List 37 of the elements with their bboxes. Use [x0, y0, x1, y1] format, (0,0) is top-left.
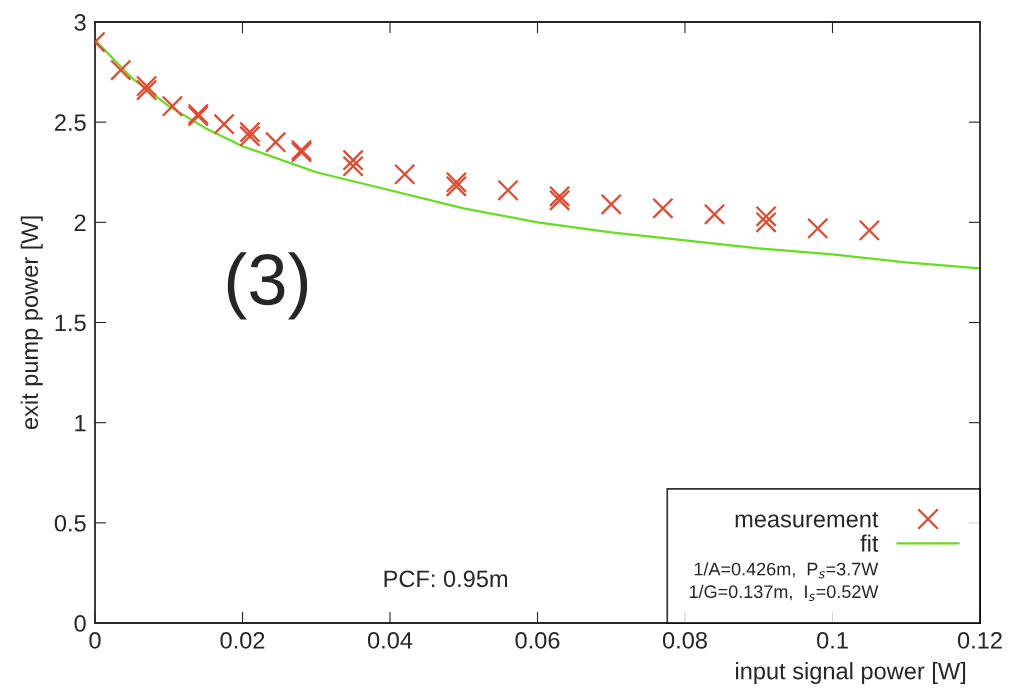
- point: [497, 179, 519, 201]
- point: [600, 193, 622, 215]
- point: [652, 197, 674, 219]
- point: [265, 131, 287, 153]
- x-axis-title: input signal power [W]: [736, 662, 966, 685]
- point: [342, 149, 364, 171]
- y-tick-label: 2.5: [55, 114, 86, 131]
- point: [342, 155, 364, 177]
- annotation: 1/G=0.137m, I$_{s}$=0.52W: [689, 584, 879, 602]
- annotation: PCF: 0.95m: [384, 570, 508, 588]
- x-tick-label: 0.1: [817, 631, 848, 649]
- x-tick-label: 0.04: [367, 631, 413, 649]
- x-tick-label: 0.08: [662, 631, 707, 649]
- legend-label: measurement: [735, 511, 879, 528]
- point: [161, 95, 184, 117]
- y-tick-label: 3: [74, 14, 86, 31]
- x-tick-label: 0.06: [515, 631, 560, 649]
- y-axis-title: exit pump power [W]: [20, 216, 43, 430]
- annotation: 1/A=0.426m, P$_{s}$=3.7W: [694, 562, 879, 579]
- point: [213, 113, 235, 135]
- y-tick-label: 1.5: [55, 314, 86, 332]
- point: [110, 59, 132, 81]
- point: [807, 217, 829, 240]
- x-tick-label: 0: [89, 631, 101, 649]
- point: [703, 203, 726, 225]
- x-tick-label: 0.12: [957, 631, 1002, 649]
- x-tick-label: 0.02: [220, 631, 265, 649]
- y-tick-label: 0.5: [54, 514, 86, 532]
- point: [394, 163, 416, 185]
- point: [755, 211, 777, 234]
- legend-label: fit: [860, 534, 879, 552]
- point: [858, 219, 881, 242]
- y-tick-label: 1: [75, 414, 86, 432]
- annotation: (3): [227, 252, 308, 320]
- y-tick-label: 2: [74, 214, 86, 231]
- y-tick-label: 0: [74, 615, 86, 632]
- point: [755, 205, 777, 228]
